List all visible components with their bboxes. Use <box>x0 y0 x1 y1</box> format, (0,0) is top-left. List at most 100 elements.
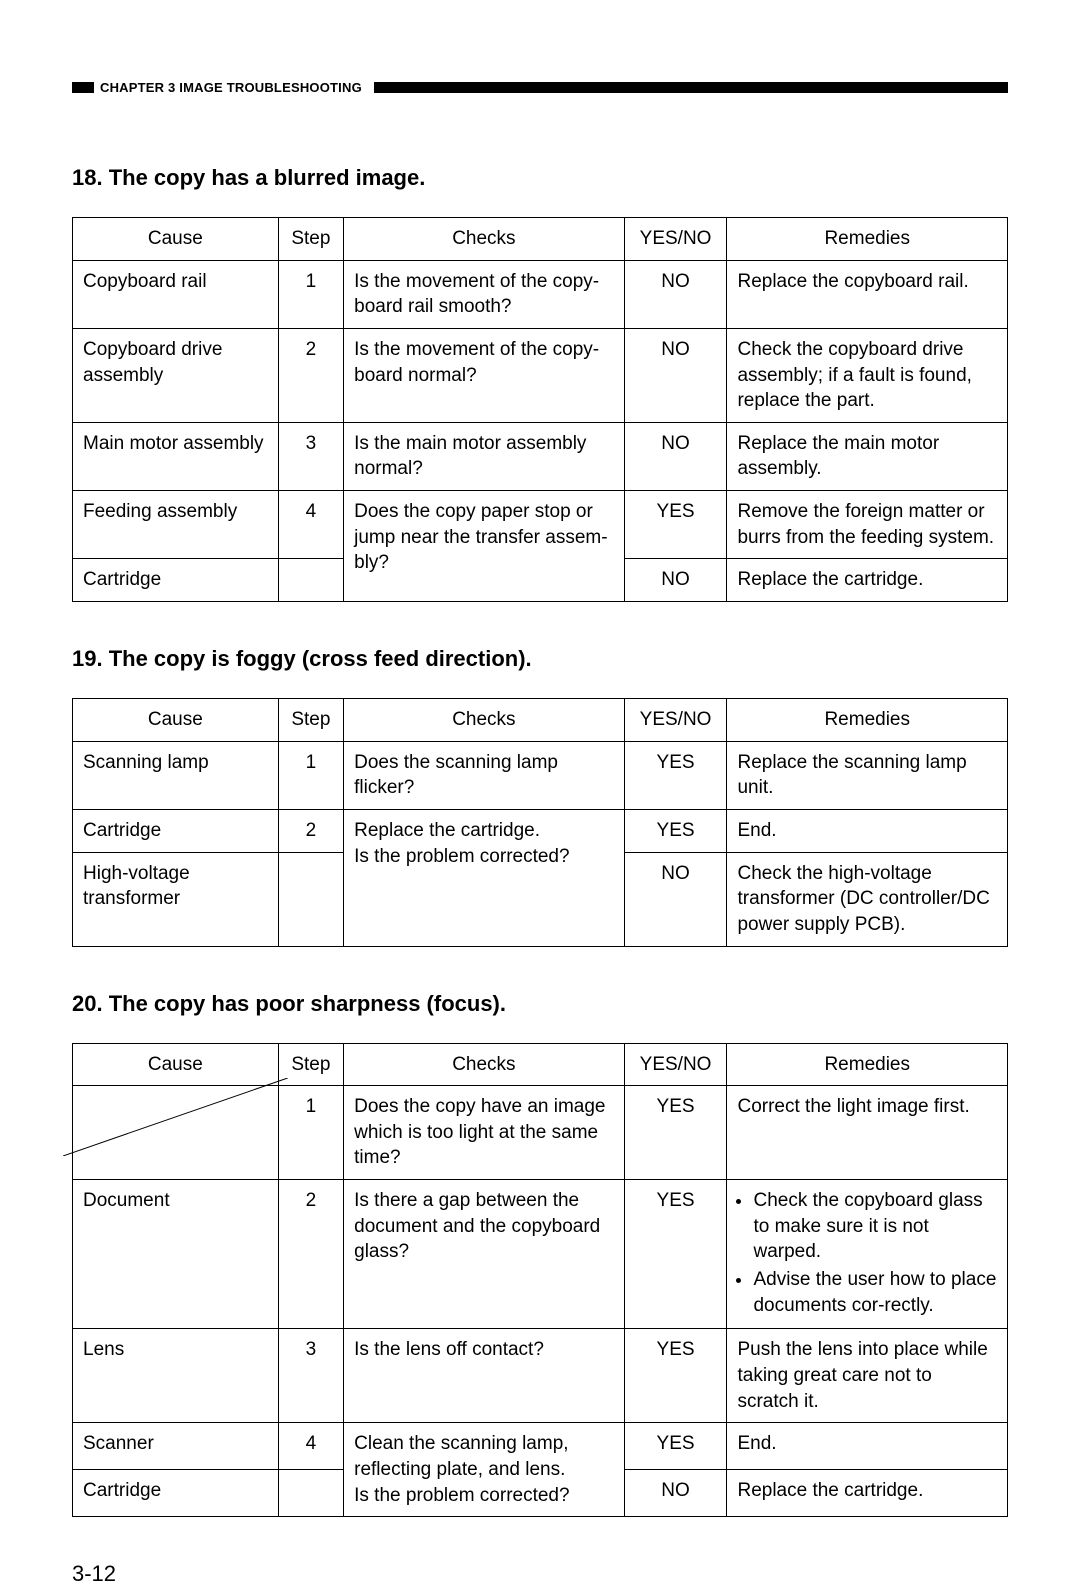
cell-cause: Cartridge <box>73 809 279 852</box>
col-checks: Checks <box>344 699 625 742</box>
table-row: Scanner 4 Clean the scanning lamp, refle… <box>73 1423 1008 1470</box>
cell-checks: Is the main motor assembly normal? <box>344 422 625 490</box>
cell-cause-diagonal <box>73 1086 279 1180</box>
cell-step: 3 <box>278 422 343 490</box>
section-18: 18. The copy has a blurred image. Cause … <box>72 165 1008 602</box>
cell-cause: Feeding assembly <box>73 491 279 559</box>
cell-yn: NO <box>624 260 727 328</box>
troubleshoot-table-18: Cause Step Checks YES/NO Remedies Copybo… <box>72 217 1008 602</box>
cell-yn: NO <box>624 559 727 602</box>
header-ornament-left <box>72 82 94 93</box>
col-remedies: Remedies <box>727 1043 1008 1086</box>
cell-step: 4 <box>278 1423 343 1470</box>
cell-step: 2 <box>278 328 343 422</box>
cell-cause: High-voltage transformer <box>73 852 279 946</box>
troubleshoot-table-19: Cause Step Checks YES/NO Remedies Scanni… <box>72 698 1008 946</box>
col-yesno: YES/NO <box>624 218 727 261</box>
table-row: 1 Does the copy have an image which is t… <box>73 1086 1008 1180</box>
cell-yn: NO <box>624 852 727 946</box>
cell-remedy: Replace the main motor assembly. <box>727 422 1008 490</box>
remedy-bullet: Advise the user how to place documents c… <box>753 1267 997 1318</box>
document-page: CHAPTER 3 IMAGE TROUBLESHOOTING 18. The … <box>0 0 1080 1528</box>
cell-yn: YES <box>624 1329 727 1423</box>
page-header: CHAPTER 3 IMAGE TROUBLESHOOTING <box>72 80 1008 95</box>
chapter-label: CHAPTER 3 IMAGE TROUBLESHOOTING <box>94 80 368 95</box>
cell-cause: Lens <box>73 1329 279 1423</box>
cell-yn: YES <box>624 1086 727 1180</box>
cell-yn: YES <box>624 1180 727 1329</box>
cell-step: 1 <box>278 1086 343 1180</box>
col-step: Step <box>278 1043 343 1086</box>
page-number: 3-12 <box>72 1561 1008 1587</box>
section-20: 20. The copy has poor sharpness (focus).… <box>72 991 1008 1518</box>
cell-remedy: Push the lens into place while taking gr… <box>727 1329 1008 1423</box>
table-row: Feeding assembly 4 Does the copy paper s… <box>73 491 1008 559</box>
cell-remedy: End. <box>727 1423 1008 1470</box>
cell-checks: Is the lens off contact? <box>344 1329 625 1423</box>
cell-checks: Is the movement of the copy-board normal… <box>344 328 625 422</box>
col-checks: Checks <box>344 218 625 261</box>
cell-cause: Scanning lamp <box>73 741 279 809</box>
table-row: Lens 3 Is the lens off contact? YES Push… <box>73 1329 1008 1423</box>
cell-remedy: Remove the foreign matter or burrs from … <box>727 491 1008 559</box>
table-row: Copyboard rail 1 Is the movement of the … <box>73 260 1008 328</box>
cell-checks: Is there a gap between the document and … <box>344 1180 625 1329</box>
table-row: Main motor assembly 3 Is the main motor … <box>73 422 1008 490</box>
section-title: 18. The copy has a blurred image. <box>72 165 1008 191</box>
cell-cause: Copyboard rail <box>73 260 279 328</box>
cell-cause: Cartridge <box>73 1470 279 1517</box>
col-checks: Checks <box>344 1043 625 1086</box>
cell-yn: NO <box>624 422 727 490</box>
cell-cause: Main motor assembly <box>73 422 279 490</box>
cell-remedy: Replace the copyboard rail. <box>727 260 1008 328</box>
cell-checks: Does the copy have an image which is too… <box>344 1086 625 1180</box>
cell-step <box>278 559 343 602</box>
col-step: Step <box>278 699 343 742</box>
cell-yn: YES <box>624 491 727 559</box>
section-19: 19. The copy is foggy (cross feed direct… <box>72 646 1008 946</box>
col-yesno: YES/NO <box>624 699 727 742</box>
cell-step: 1 <box>278 741 343 809</box>
col-cause: Cause <box>73 699 279 742</box>
cell-checks: Is the movement of the copy-board rail s… <box>344 260 625 328</box>
remedy-bullet: Check the copyboard glass to make sure i… <box>753 1188 997 1265</box>
cell-remedy: Check the copyboard glass to make sure i… <box>727 1180 1008 1329</box>
table-header-row: Cause Step Checks YES/NO Remedies <box>73 218 1008 261</box>
cell-cause: Copyboard drive assembly <box>73 328 279 422</box>
col-cause: Cause <box>73 218 279 261</box>
section-title: 19. The copy is foggy (cross feed direct… <box>72 646 1008 672</box>
col-step: Step <box>278 218 343 261</box>
header-ornament-right <box>374 82 1008 93</box>
cell-remedy: Replace the cartridge. <box>727 1470 1008 1517</box>
cell-yn: NO <box>624 328 727 422</box>
cell-remedy: Check the copyboard drive assembly; if a… <box>727 328 1008 422</box>
section-title: 20. The copy has poor sharpness (focus). <box>72 991 1008 1017</box>
table-row: Document 2 Is there a gap between the do… <box>73 1180 1008 1329</box>
table-header-row: Cause Step Checks YES/NO Remedies <box>73 699 1008 742</box>
cell-checks: Does the scanning lamp flicker? <box>344 741 625 809</box>
cell-cause: Document <box>73 1180 279 1329</box>
cell-step: 1 <box>278 260 343 328</box>
cell-cause: Scanner <box>73 1423 279 1470</box>
cell-remedy: Check the high-voltage transformer (DC c… <box>727 852 1008 946</box>
cell-step <box>278 852 343 946</box>
diagonal-line-icon <box>63 1078 288 1156</box>
col-yesno: YES/NO <box>624 1043 727 1086</box>
cell-step: 3 <box>278 1329 343 1423</box>
cell-step: 2 <box>278 809 343 852</box>
cell-cause: Cartridge <box>73 559 279 602</box>
table-row: Cartridge 2 Replace the cartridge. Is th… <box>73 809 1008 852</box>
cell-step: 2 <box>278 1180 343 1329</box>
cell-yn: YES <box>624 1423 727 1470</box>
cell-yn: NO <box>624 1470 727 1517</box>
cell-step <box>278 1470 343 1517</box>
col-remedies: Remedies <box>727 699 1008 742</box>
cell-remedy: Replace the cartridge. <box>727 559 1008 602</box>
troubleshoot-table-20: Cause Step Checks YES/NO Remedies <box>72 1043 1008 1518</box>
col-remedies: Remedies <box>727 218 1008 261</box>
cell-yn: YES <box>624 809 727 852</box>
cell-yn: YES <box>624 741 727 809</box>
cell-step: 4 <box>278 491 343 559</box>
cell-checks: Clean the scanning lamp, reflecting plat… <box>344 1423 625 1517</box>
table-row: Scanning lamp 1 Does the scanning lamp f… <box>73 741 1008 809</box>
